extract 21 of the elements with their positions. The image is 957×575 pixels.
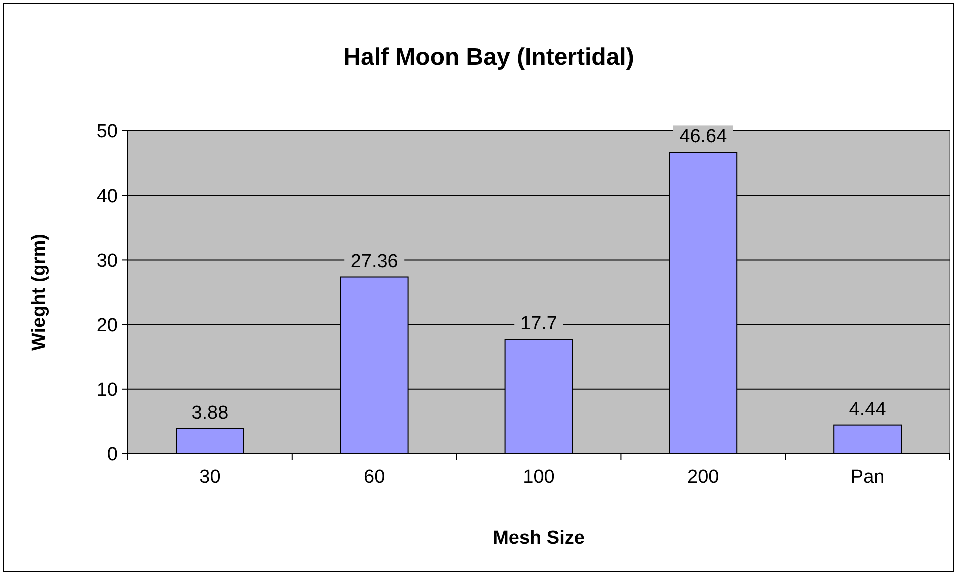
y-tick-label: 30	[96, 250, 118, 272]
data-label: 17.7	[520, 314, 558, 335]
y-tick-label: 10	[96, 380, 118, 402]
x-tick-label: 200	[688, 467, 720, 488]
y-tick-label: 0	[107, 444, 118, 466]
y-tick-label: 50	[96, 122, 118, 143]
data-label: 4.44	[849, 399, 887, 420]
x-tick-label: Pan	[850, 467, 885, 488]
data-label: 46.64	[680, 126, 728, 148]
x-axis-title: Mesh Size	[493, 528, 585, 549]
bar	[176, 428, 244, 454]
x-tick-label: 30	[200, 467, 221, 488]
x-tick-label: 60	[364, 467, 386, 488]
y-axis-title: Wieght (grm)	[29, 234, 50, 351]
y-tick-label: 20	[96, 315, 118, 336]
bar	[834, 424, 902, 454]
chart-title: Half Moon Bay (Intertidal)	[344, 44, 634, 71]
y-tick-label: 40	[96, 186, 118, 208]
data-label: 3.88	[192, 402, 229, 424]
x-tick-label: 100	[523, 467, 555, 488]
data-label: 27.36	[350, 251, 398, 272]
